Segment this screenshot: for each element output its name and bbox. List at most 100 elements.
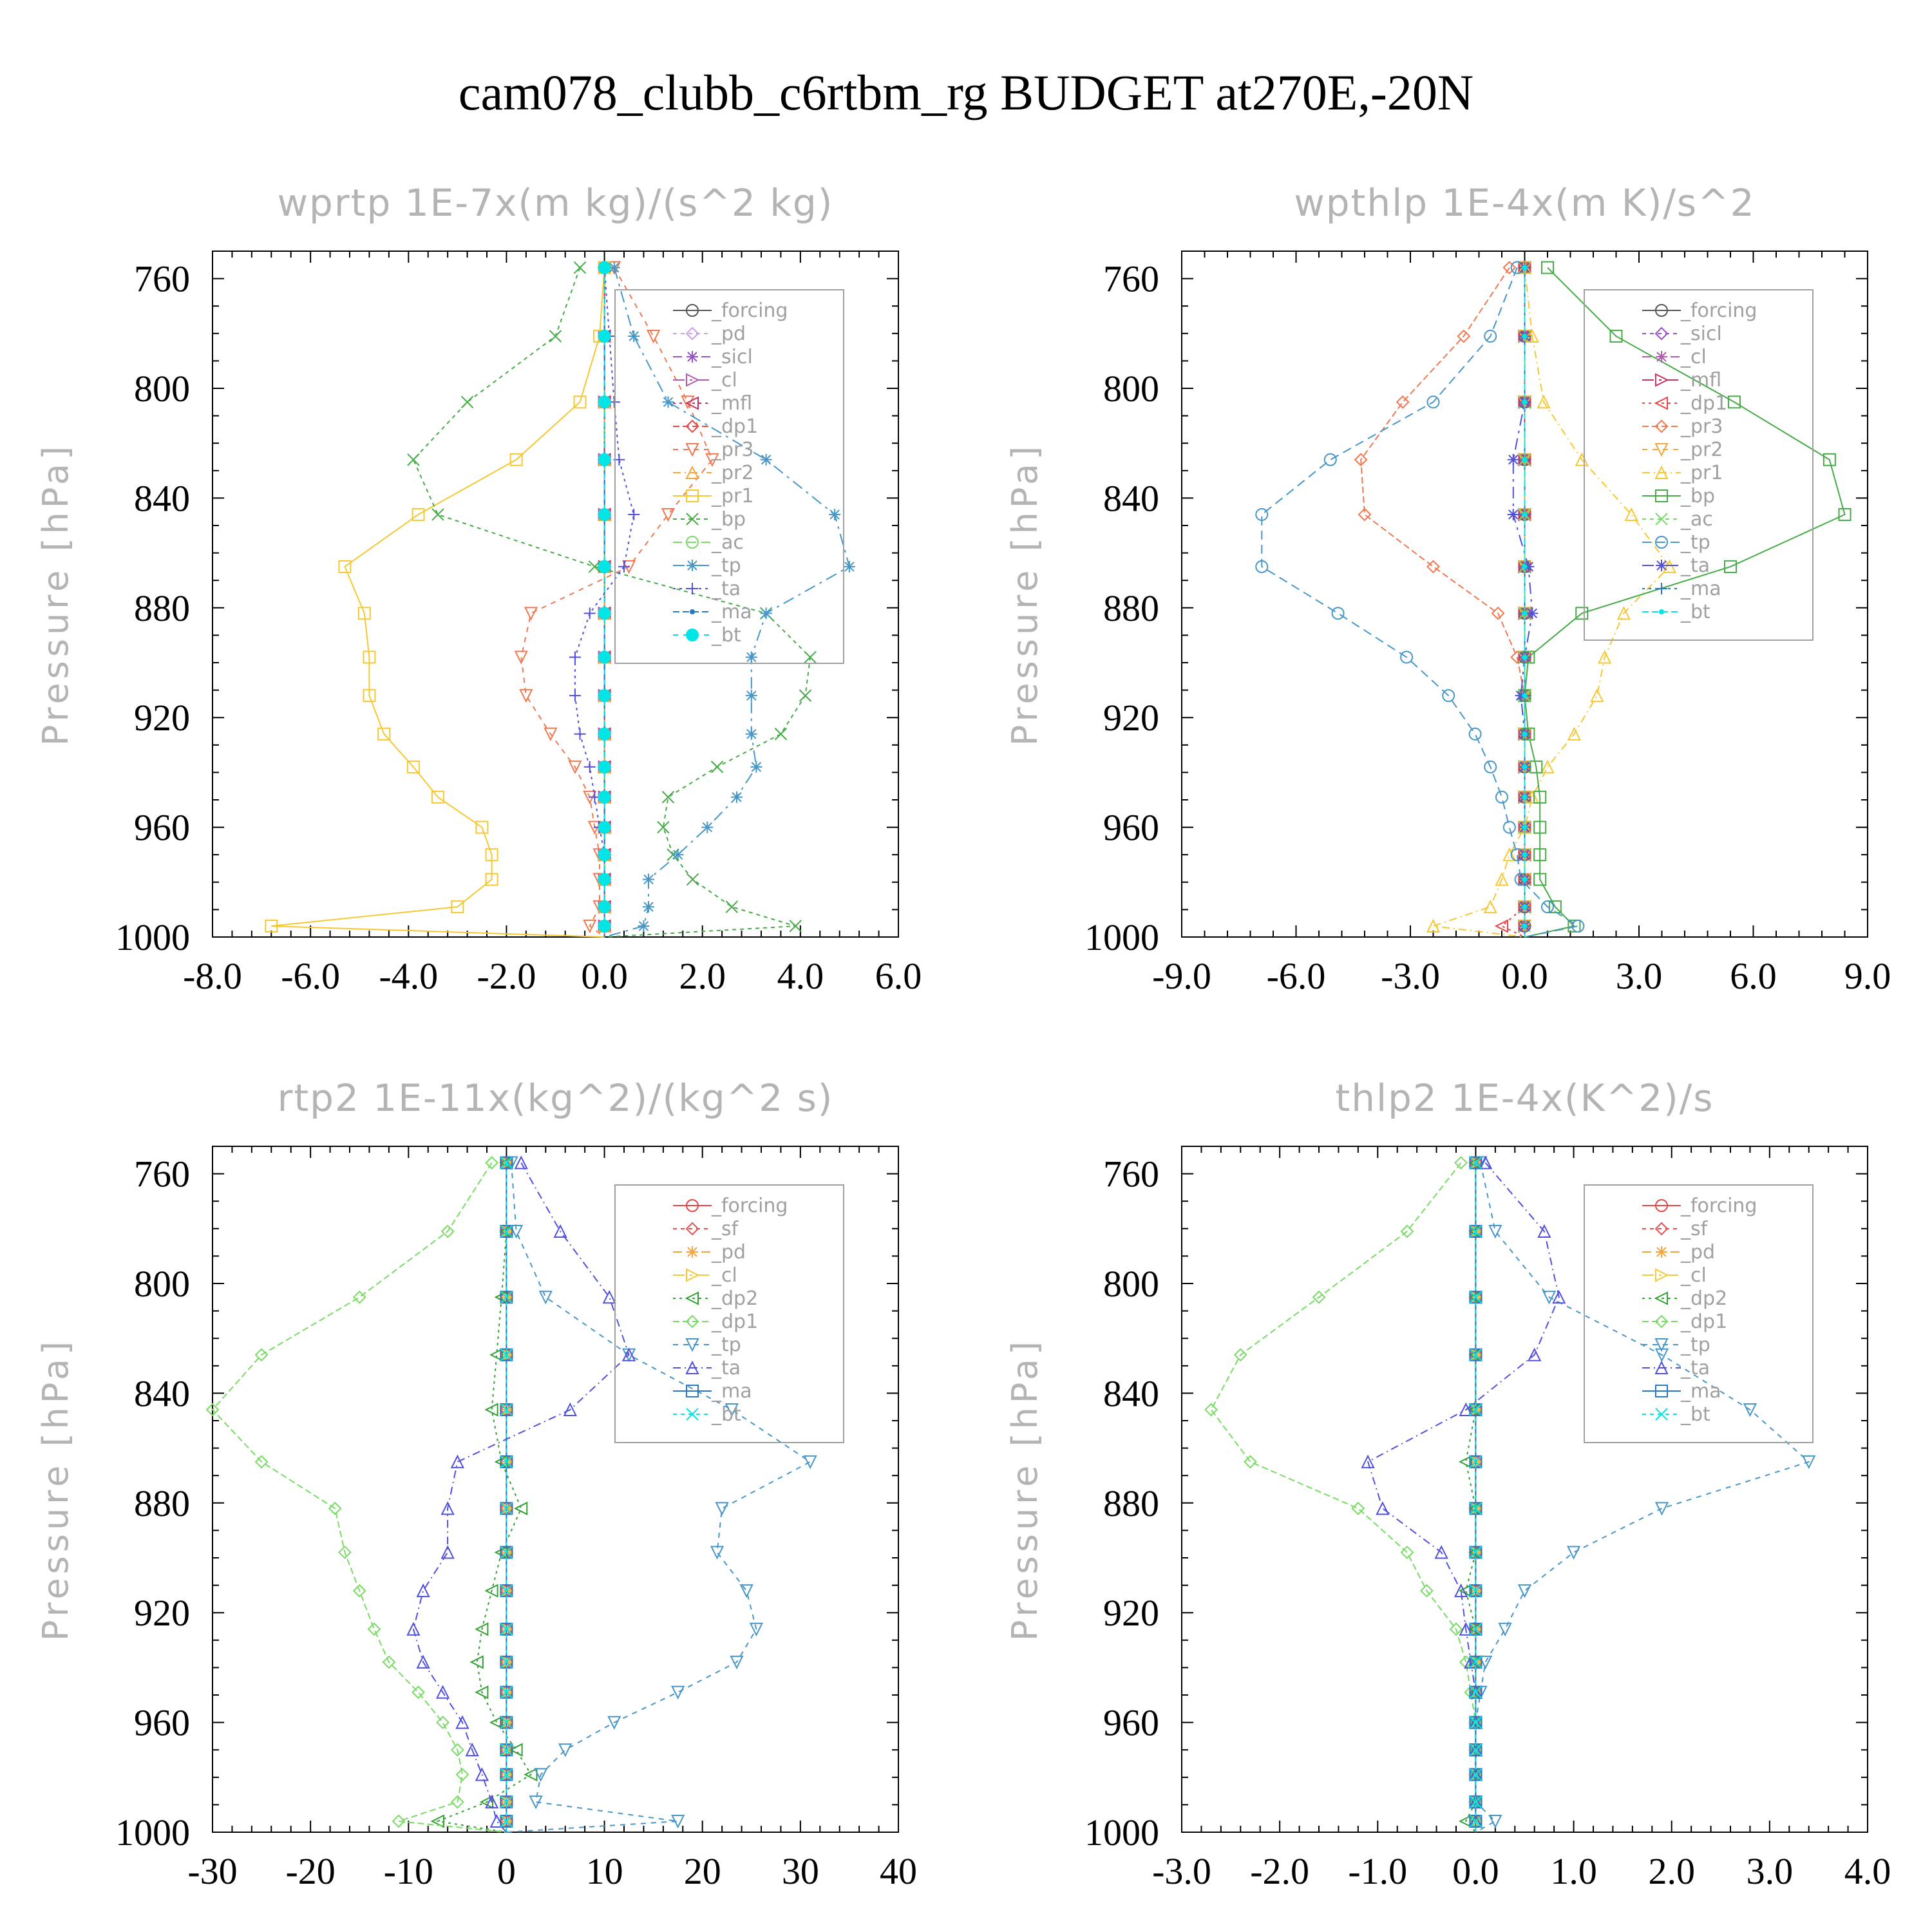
data-point: [745, 690, 757, 702]
data-point: [1491, 606, 1505, 620]
data-point: [1469, 1455, 1482, 1468]
legend-box: [1584, 1184, 1814, 1443]
legend-item-sicl: _sicl: [1642, 323, 1722, 345]
data-point: [254, 1348, 269, 1362]
data-point: [724, 1403, 739, 1417]
data-point: [1541, 261, 1554, 274]
legend-marker: [1655, 489, 1668, 502]
legend-item-dp1: _dp1: [1642, 392, 1727, 415]
data-point: [416, 1654, 430, 1669]
data-point: [804, 650, 817, 664]
legend-label: _bt: [711, 624, 741, 647]
legend-marker: [687, 351, 698, 363]
data-point: [1400, 1546, 1414, 1559]
data-point: [363, 650, 376, 664]
data-point: [1522, 511, 1528, 517]
data-point: [1488, 1814, 1502, 1829]
series-line: [412, 267, 811, 938]
legend-label: _cl: [1680, 346, 1707, 368]
data-point: [1469, 1656, 1482, 1669]
data-point: [701, 821, 714, 833]
data-point: [430, 1814, 444, 1828]
legend-item-dp1: _dp1: [1642, 1311, 1727, 1333]
data-point: [661, 507, 676, 522]
data-point: [598, 261, 611, 274]
legend-item-tp: _tp: [673, 554, 741, 577]
data-point: [1434, 1545, 1448, 1559]
data-point: [1540, 759, 1555, 773]
data-point: [475, 1685, 489, 1700]
legend-label: _ma: [1680, 578, 1721, 600]
legend-marker: [686, 373, 700, 387]
series-line: [1367, 1162, 1560, 1832]
data-point: [1567, 919, 1581, 933]
legend-item-dp1: _dp1: [673, 1311, 758, 1333]
y-tick-label: 920: [134, 1592, 190, 1634]
data-point: [638, 920, 650, 932]
legend-item-pd: _pd: [1642, 1241, 1715, 1264]
legend-label: _ta: [1680, 1357, 1710, 1379]
data-point: [598, 395, 611, 409]
x-tick-label: -6.0: [1267, 955, 1326, 997]
data-point: [1624, 507, 1638, 521]
legend-item-bt: _bt: [1642, 1403, 1710, 1426]
legend-marker: [1656, 583, 1667, 594]
data-point: [1522, 457, 1528, 462]
data-point: [514, 1501, 528, 1515]
data-point: [710, 761, 724, 773]
legend-marker: [685, 1360, 699, 1374]
plot-frame: [212, 1146, 899, 1833]
data-point: [475, 820, 489, 834]
legend-item-dp2: _dp2: [673, 1287, 758, 1310]
data-point: [686, 873, 699, 886]
x-tick-label: 2.0: [679, 955, 726, 997]
y-axis-label: Pressure [hPa]: [35, 442, 76, 746]
x-tick-label: -3.0: [1381, 955, 1440, 997]
data-point: [1488, 1225, 1502, 1239]
data-point: [519, 689, 533, 703]
data-point: [774, 728, 788, 741]
legend-label: _ma: [711, 601, 752, 623]
data-point: [450, 1795, 464, 1809]
legend-marker: [1654, 1360, 1669, 1374]
data-point: [1483, 899, 1497, 914]
legend-marker: [1655, 373, 1669, 387]
data-point: [406, 1622, 421, 1636]
legend-marker: [1654, 1338, 1669, 1352]
legend-marker: [1656, 1246, 1667, 1258]
y-tick-label: 920: [134, 697, 190, 739]
data-point: [799, 689, 812, 702]
data-point: [598, 873, 611, 886]
legend-marker: [685, 396, 699, 410]
data-point: [657, 820, 670, 834]
legend-item-forcing: _forcing: [673, 299, 788, 322]
data-point: [1233, 1348, 1247, 1362]
data-point: [574, 728, 586, 740]
x-tick-label: -30: [187, 1850, 237, 1892]
legend-label: _sf: [1680, 1218, 1709, 1240]
legend-label: _tp: [711, 1334, 741, 1356]
data-point: [647, 330, 661, 344]
data-point: [569, 690, 581, 702]
data-point: [1469, 1546, 1482, 1559]
panel-title: wpthlp 1E-4x(m K)/s^2: [1294, 181, 1755, 225]
data-point: [608, 261, 620, 274]
data-point: [1426, 560, 1440, 574]
y-axis-label: Pressure [hPa]: [35, 1338, 76, 1641]
legend-marker: [1654, 1222, 1669, 1236]
data-point: [681, 395, 695, 410]
data-point: [205, 1403, 220, 1417]
y-tick-label: 960: [1103, 1702, 1159, 1744]
legend-label: _dp1: [711, 415, 758, 438]
x-tick-label: -3.0: [1152, 1850, 1211, 1892]
data-point: [254, 1455, 269, 1469]
x-tick-label: 30: [782, 1850, 819, 1892]
data-point: [1495, 872, 1509, 886]
data-point: [705, 453, 719, 467]
series-line: [506, 1162, 812, 1833]
series-line: [1524, 267, 1846, 938]
data-point: [598, 607, 611, 620]
data-point: [1533, 873, 1547, 886]
legend-label: _ta: [711, 578, 741, 600]
data-point: [1469, 1716, 1482, 1729]
